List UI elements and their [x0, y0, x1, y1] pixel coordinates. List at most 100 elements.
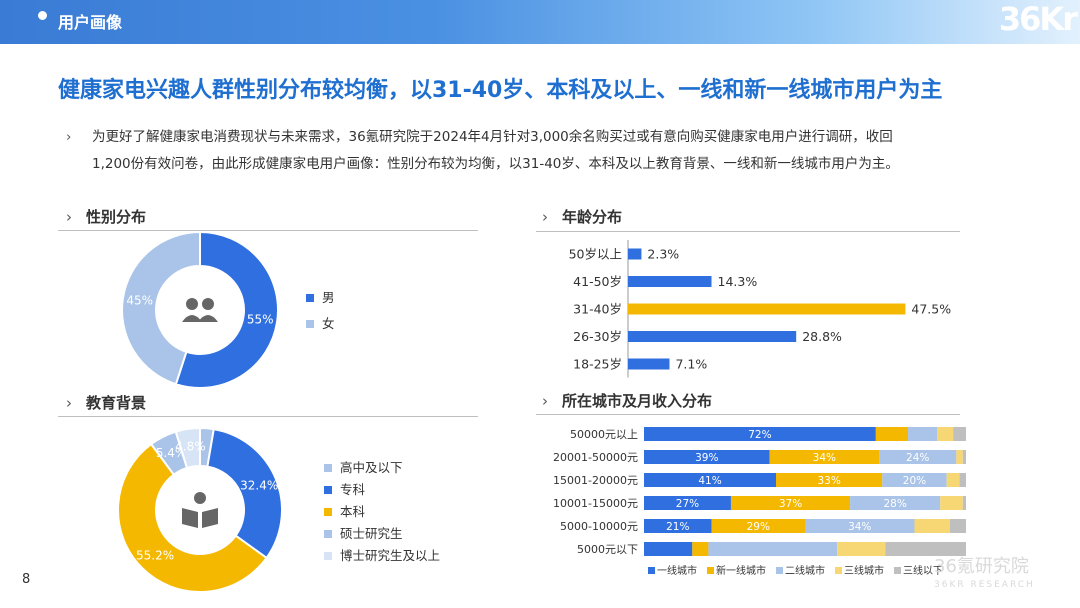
bar-segment: [644, 496, 731, 510]
legend-swatch: [306, 294, 314, 302]
legend-swatch: [324, 530, 332, 538]
category-label: 10001-15000元: [553, 497, 638, 510]
category-label: 15001-20000元: [553, 474, 638, 487]
bar-segment: [953, 427, 966, 441]
slice-1: [174, 230, 279, 389]
legend-swatch: [776, 567, 783, 574]
divider: [58, 416, 478, 417]
legend-label: 新一线城市: [716, 564, 766, 577]
chevron-right-icon: ›: [542, 208, 548, 226]
intro-line-2: 1,200份有效问卷，由此形成健康家电用户画像：性别分布较为均衡，以31-40岁…: [92, 156, 899, 172]
bar-segment: [879, 450, 957, 464]
bar-segment: [908, 427, 938, 441]
data-label: 2.3%: [647, 247, 679, 262]
bar-segment: [959, 473, 966, 487]
segment-label: 29%: [747, 521, 770, 533]
category-label: 5000元以下: [577, 543, 638, 556]
bar-segment: [644, 519, 712, 533]
segment-label: 72%: [748, 429, 771, 441]
segment-label: 24%: [906, 452, 929, 464]
bar-segment: [850, 496, 941, 510]
category-label: 20001-50000元: [553, 451, 638, 464]
legend-swatch: [324, 552, 332, 560]
section-label: 教育背景: [86, 394, 147, 412]
bar-segment: [946, 473, 960, 487]
chevron-right-icon: ›: [66, 208, 72, 226]
bar-segment: [882, 473, 947, 487]
legend-label: 男: [322, 290, 335, 305]
bar-segment: [885, 542, 966, 556]
city-income-stacked-bar-chart: 50000元以上 72% 20001-50000元 39% 34% 24% 15001-20…: [553, 427, 966, 577]
chevron-right-icon: ›: [66, 129, 72, 145]
legend-swatch: [324, 486, 332, 494]
section-title-gender: › 性别分布: [66, 206, 146, 227]
watermark-main: 36氪研究院: [934, 556, 1029, 577]
category-label: 50000元以上: [570, 428, 638, 441]
legend-label: 高中及以下: [340, 460, 403, 475]
bar-segment: [937, 427, 954, 441]
legend-swatch: [707, 567, 714, 574]
bar-segment: [837, 542, 886, 556]
bar: [628, 331, 797, 342]
bar-segment: [692, 542, 709, 556]
section-label: 年龄分布: [562, 208, 623, 226]
legend-swatch: [648, 567, 655, 574]
slice-label: 5.4%: [156, 446, 187, 460]
slice-label: 55.2%: [136, 549, 174, 563]
brand-logo: 36Kr: [998, 0, 1078, 38]
legend-swatch: [324, 508, 332, 516]
bar-segment: [644, 450, 770, 464]
bar-segment: [730, 496, 851, 510]
slice-label: 55%: [247, 313, 274, 327]
segment-label: 41%: [698, 475, 721, 487]
bar: [628, 248, 642, 260]
divider: [536, 414, 960, 415]
category-label: 50岁以上: [569, 247, 622, 262]
segment-label: 27%: [676, 498, 699, 510]
slice-label: 45%: [126, 293, 153, 307]
legend-label: 本科: [340, 504, 366, 519]
bar-segment: [956, 450, 963, 464]
bar-segment: [805, 519, 915, 533]
bar-segment: [711, 519, 805, 533]
category-label: 31-40岁: [573, 302, 622, 317]
bar-segment: [708, 542, 838, 556]
section-label: 所在城市及月收入分布: [562, 392, 713, 410]
section-title-city: › 所在城市及月收入分布: [542, 390, 712, 411]
category-label: 41-50岁: [573, 274, 622, 289]
segment-label: 39%: [695, 452, 718, 464]
divider: [536, 231, 960, 232]
header-title: 用户画像: [58, 13, 123, 32]
segment-label: 20%: [903, 475, 926, 487]
slice-5: [174, 426, 201, 470]
legend-label: 硕士研究生: [340, 526, 403, 541]
slice-3: [117, 442, 268, 593]
watermark: 36氪研究院 36KR RESEARCH: [934, 552, 1035, 590]
header-bar: 用户画像 36Kr: [0, 0, 1080, 44]
bar-segment: [962, 450, 966, 464]
segment-label: 34%: [848, 521, 871, 533]
bar-segment: [644, 473, 777, 487]
bar-segment: [769, 450, 880, 464]
legend-label: 一线城市: [657, 564, 697, 577]
intro-paragraph: › 为更好了解健康家电消费现状与未来需求，36氪研究院于2024年4月针对3,0…: [66, 124, 1046, 178]
data-label: 14.3%: [718, 274, 758, 289]
legend-label: 二线城市: [785, 564, 825, 577]
category-label: 5000-10000元: [560, 520, 638, 533]
slice-2: [121, 230, 201, 386]
segment-label: 28%: [883, 498, 906, 510]
legend-swatch: [835, 567, 842, 574]
section-label: 性别分布: [86, 208, 147, 226]
legend-swatch: [894, 567, 901, 574]
category-label: 18-25岁: [573, 357, 622, 372]
page-number: 8: [22, 572, 31, 587]
chevron-right-icon: ›: [66, 394, 72, 412]
slice-label: 32.4%: [240, 479, 278, 493]
header-bullet-icon: [38, 11, 47, 20]
segment-label: 34%: [813, 452, 836, 464]
chevron-right-icon: ›: [542, 392, 548, 410]
users-icon: [182, 298, 218, 322]
segment-label: 33%: [817, 475, 840, 487]
watermark-sub: 36KR RESEARCH: [934, 580, 1035, 590]
